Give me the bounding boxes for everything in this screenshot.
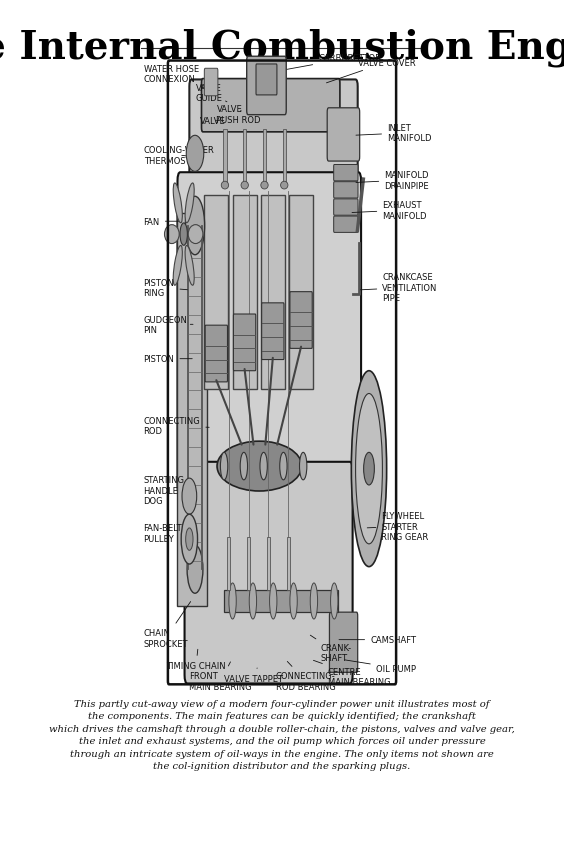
FancyBboxPatch shape — [334, 165, 358, 182]
Bar — [224, 590, 338, 612]
FancyBboxPatch shape — [184, 462, 352, 684]
Text: WATER HOSE
CONNEXION: WATER HOSE CONNEXION — [144, 65, 208, 90]
Text: FRONT
MAIN BEARING: FRONT MAIN BEARING — [190, 662, 252, 691]
Text: VALVE
GUIDE: VALVE GUIDE — [196, 84, 227, 103]
Text: CRANK-
SHAFT: CRANK- SHAFT — [310, 635, 352, 662]
Bar — [267, 537, 270, 590]
Text: VALVE COVER: VALVE COVER — [327, 59, 415, 84]
Text: EXHAUST
MANIFOLD: EXHAUST MANIFOLD — [352, 201, 427, 220]
Text: TIMING CHAIN: TIMING CHAIN — [166, 649, 226, 670]
Ellipse shape — [249, 583, 257, 619]
Ellipse shape — [165, 226, 179, 245]
Ellipse shape — [217, 442, 302, 492]
Text: STARTING
HANDLE
DOG: STARTING HANDLE DOG — [144, 475, 192, 505]
Text: CONNECTING
ROD: CONNECTING ROD — [144, 417, 209, 436]
Ellipse shape — [351, 371, 387, 567]
Ellipse shape — [331, 583, 338, 619]
Ellipse shape — [290, 583, 297, 619]
Text: CARBURETTOR: CARBURETTOR — [281, 54, 381, 71]
Ellipse shape — [221, 453, 228, 480]
Text: CAMSHAFT: CAMSHAFT — [339, 635, 416, 644]
Text: OIL PUMP: OIL PUMP — [345, 660, 416, 672]
Bar — [289, 196, 313, 389]
Ellipse shape — [185, 183, 194, 224]
FancyBboxPatch shape — [246, 57, 287, 115]
Text: PISTON
RING: PISTON RING — [144, 278, 187, 298]
Bar — [263, 130, 266, 183]
FancyBboxPatch shape — [334, 217, 358, 233]
Bar — [178, 214, 207, 606]
FancyBboxPatch shape — [205, 325, 227, 382]
Ellipse shape — [181, 515, 197, 564]
Text: MANIFOLD
DRAINPIPE: MANIFOLD DRAINPIPE — [356, 171, 429, 190]
Text: CENTRE
MAIN BEARING: CENTRE MAIN BEARING — [314, 660, 390, 686]
Bar — [287, 537, 290, 590]
Ellipse shape — [186, 529, 193, 551]
FancyBboxPatch shape — [178, 173, 361, 495]
Ellipse shape — [280, 453, 287, 480]
Text: VALVE TAPPET: VALVE TAPPET — [224, 668, 283, 683]
Ellipse shape — [270, 583, 277, 619]
Text: CRANKCASE
VENTILATION
PIPE: CRANKCASE VENTILATION PIPE — [360, 273, 438, 303]
FancyBboxPatch shape — [233, 314, 255, 371]
Ellipse shape — [186, 136, 204, 172]
Text: VALVE
PUSH ROD: VALVE PUSH ROD — [217, 105, 261, 124]
Bar — [283, 130, 286, 183]
FancyBboxPatch shape — [290, 293, 312, 349]
FancyBboxPatch shape — [329, 612, 358, 672]
FancyBboxPatch shape — [204, 69, 218, 96]
Text: VALVE: VALVE — [200, 117, 226, 126]
Bar — [223, 130, 227, 183]
FancyBboxPatch shape — [256, 65, 277, 96]
Ellipse shape — [173, 246, 182, 286]
Text: This partly cut-away view of a modern four-cylinder power unit illustrates most : This partly cut-away view of a modern fo… — [49, 699, 515, 771]
FancyBboxPatch shape — [262, 303, 284, 360]
Ellipse shape — [182, 479, 197, 515]
Bar — [204, 196, 228, 389]
Bar — [247, 537, 250, 590]
Text: CONNECTING-
ROD BEARING: CONNECTING- ROD BEARING — [276, 661, 336, 691]
Ellipse shape — [241, 182, 248, 189]
FancyBboxPatch shape — [334, 183, 358, 199]
Text: COOLING-WATER
THERMOSTAT: COOLING-WATER THERMOSTAT — [144, 146, 214, 165]
Text: CHAIN
SPROCKET: CHAIN SPROCKET — [144, 602, 191, 647]
Bar — [243, 130, 246, 183]
Text: FLYWHEEL
STARTER
RING GEAR: FLYWHEEL STARTER RING GEAR — [367, 511, 429, 542]
Ellipse shape — [310, 583, 318, 619]
Ellipse shape — [240, 453, 248, 480]
Ellipse shape — [260, 453, 267, 480]
Ellipse shape — [221, 182, 228, 189]
FancyBboxPatch shape — [201, 79, 340, 133]
FancyBboxPatch shape — [334, 200, 358, 216]
Text: INLET
MANIFOLD: INLET MANIFOLD — [356, 124, 431, 143]
Ellipse shape — [299, 453, 307, 480]
Ellipse shape — [229, 583, 236, 619]
Text: PISTON: PISTON — [144, 355, 192, 363]
Text: FAN: FAN — [144, 218, 179, 226]
Text: GUDGEON
PIN: GUDGEON PIN — [144, 315, 193, 335]
Ellipse shape — [261, 182, 268, 189]
Ellipse shape — [180, 224, 187, 246]
Ellipse shape — [280, 182, 288, 189]
Text: FAN-BELT
PULLEY: FAN-BELT PULLEY — [144, 523, 188, 543]
Ellipse shape — [364, 453, 374, 486]
Ellipse shape — [355, 394, 382, 544]
Bar — [261, 196, 285, 389]
Bar — [227, 537, 230, 590]
FancyBboxPatch shape — [190, 80, 358, 201]
FancyBboxPatch shape — [327, 108, 360, 162]
Bar — [232, 196, 257, 389]
Ellipse shape — [185, 246, 194, 286]
Text: The Internal Combustion Engine: The Internal Combustion Engine — [0, 29, 564, 67]
Ellipse shape — [173, 183, 182, 224]
Ellipse shape — [186, 197, 205, 256]
Ellipse shape — [188, 226, 203, 245]
Ellipse shape — [187, 546, 203, 593]
